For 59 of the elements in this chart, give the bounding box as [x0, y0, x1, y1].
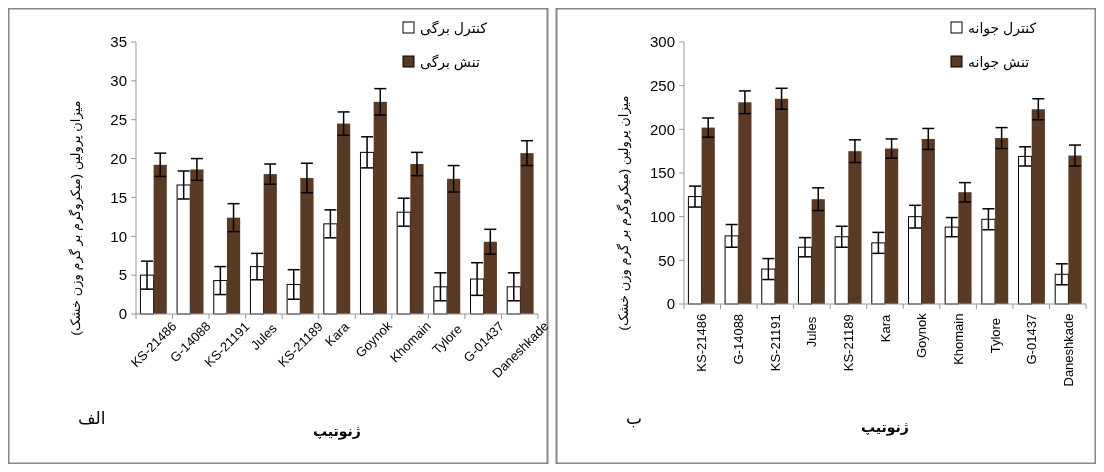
bar: [921, 138, 935, 304]
y-tick-label: 0: [666, 295, 675, 313]
x-tick-label: G-14088: [730, 313, 746, 365]
legend-label: کنترل جوانه: [968, 19, 1037, 37]
y-tick-label: 10: [110, 227, 127, 245]
y-tick-label: 100: [649, 207, 675, 225]
bar: [226, 217, 241, 314]
x-axis-title: ژنوتیپ: [313, 423, 361, 440]
y-tick-label: 25: [110, 110, 127, 128]
y-tick-label: 200: [649, 120, 675, 138]
bar: [410, 164, 424, 314]
y-tick-label: 15: [110, 188, 127, 206]
bar: [300, 178, 314, 314]
bar: [373, 101, 387, 314]
bar: [774, 98, 789, 304]
bar: [447, 178, 461, 314]
bar: [811, 199, 825, 304]
bar: [483, 241, 497, 314]
bar: [1031, 109, 1045, 304]
bar: [738, 102, 752, 304]
x-tick-label: Kara: [877, 313, 893, 343]
bar: [1068, 155, 1082, 304]
y-tick-label: 20: [110, 149, 127, 167]
x-tick-label: Jules: [804, 316, 820, 348]
y-axis-title: میزان پرولین (میکروگرم بر گرم وزن خشک): [616, 95, 632, 331]
text: الف: [78, 409, 106, 428]
bar: [337, 123, 351, 314]
y-tick-label: 50: [658, 251, 675, 269]
y-tick-label: 0: [118, 305, 127, 323]
bar: [263, 174, 277, 314]
y-tick-label: 35: [110, 33, 127, 51]
x-tick-label: Tylore: [987, 317, 1003, 354]
bar: [701, 127, 715, 304]
legend-label: تنش جوانه: [968, 53, 1030, 71]
bar: [520, 153, 534, 314]
x-tick-label: KS-21189: [840, 314, 856, 372]
y-tick-label: 250: [649, 76, 675, 94]
y-axis-title: میزان پرولین (میکروگرم بر گرم وزن خشک): [68, 100, 84, 336]
x-tick-label: Khomain: [950, 313, 966, 365]
bar: [885, 148, 899, 304]
legend-label: تنش برگی: [420, 53, 480, 71]
text: ب: [626, 409, 643, 428]
y-tick-label: 5: [118, 266, 127, 284]
y-tick-label: 300: [649, 33, 675, 51]
x-tick-label: Goynok: [914, 312, 930, 359]
y-tick-label: 150: [649, 164, 675, 182]
bar: [995, 138, 1009, 304]
x-tick-label: G-01437: [1024, 313, 1040, 365]
legend-label: کنترل برگی: [420, 19, 488, 37]
x-axis-title: ژنوتیپ: [861, 419, 909, 436]
x-tick-label: Daneshkade: [1060, 313, 1076, 387]
x-tick-label: Kara: [322, 318, 353, 350]
bar: [958, 192, 972, 304]
y-tick-label: 30: [110, 72, 127, 90]
x-tick-label: KS-21486: [694, 313, 710, 372]
bar: [848, 151, 862, 304]
x-tick-label: KS-21191: [767, 314, 783, 372]
bar: [190, 169, 204, 314]
bar: [153, 164, 167, 314]
